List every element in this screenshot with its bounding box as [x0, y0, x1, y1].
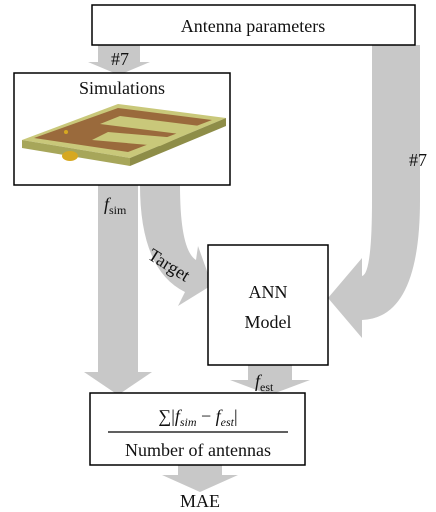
arrow-params-to-sim — [88, 45, 150, 75]
arrow-ann-to-metric — [230, 365, 310, 395]
mae-label: MAE — [180, 491, 220, 511]
ann-output: fest — [255, 371, 274, 394]
arrow-params-to-ann — [328, 45, 420, 338]
arrow-metric-to-mae — [162, 465, 238, 492]
sim-output: fsim — [104, 194, 127, 217]
antenna-image — [22, 104, 226, 166]
params-box — [91, 4, 416, 46]
ann-label-1: ANN — [249, 282, 288, 302]
ann-label-2: Model — [245, 312, 292, 332]
edge-label: #7 — [111, 49, 129, 69]
ann-box — [207, 244, 329, 366]
arrow-target — [140, 185, 212, 306]
metric-denominator: Number of antennas — [125, 440, 271, 460]
sim-label: Simulations — [79, 78, 165, 98]
metric-box — [89, 392, 306, 466]
params-label: Antenna parameters — [181, 16, 325, 36]
metric-numerator: ∑|fsim − fest| — [158, 406, 237, 429]
edge-label: #7 — [409, 150, 427, 170]
arrow-sim-to-metric — [84, 185, 152, 395]
